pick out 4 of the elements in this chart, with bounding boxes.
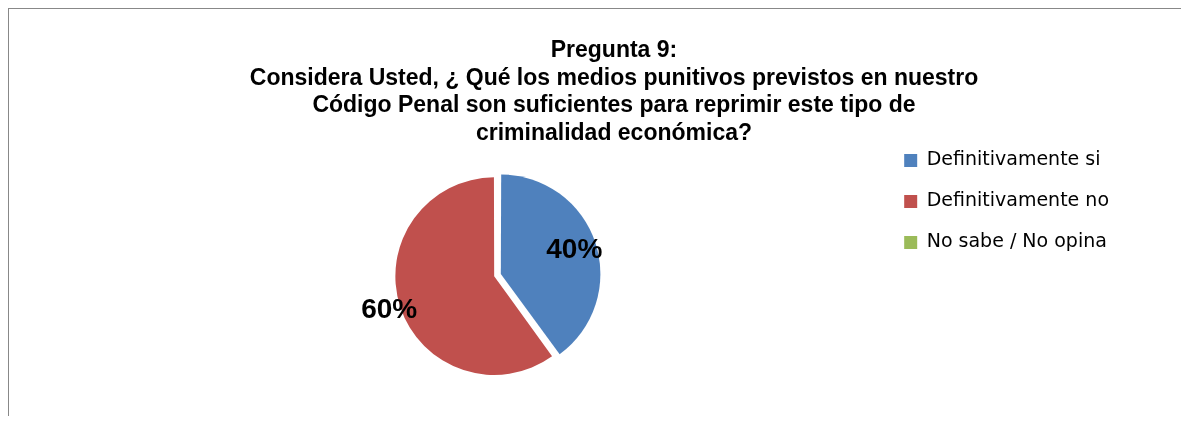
legend-label: Definitivamente si	[926, 147, 1101, 170]
legend-label: Definitivamente no	[926, 188, 1109, 211]
chart-title: Pregunta 9: Considera Usted, ¿ Qué los medios punitivos previstos en nuestro Código Penal son suficientes para reprimir este tipo de criminalidad económica?	[249, 36, 979, 145]
legend-label: No sabe / No opina	[926, 229, 1107, 252]
